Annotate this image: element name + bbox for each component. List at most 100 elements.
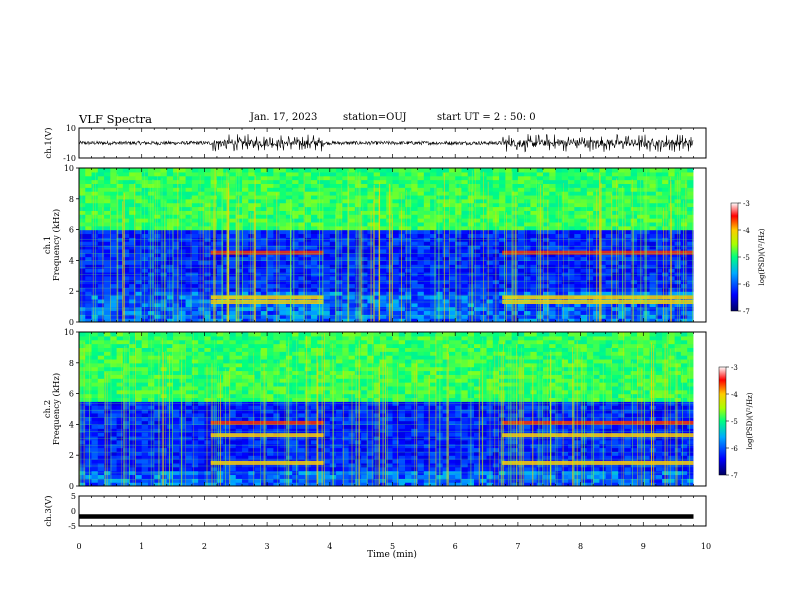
ch1-cell: [116, 310, 124, 315]
ch1-cell: [417, 268, 425, 273]
ch1-cell: [392, 241, 400, 246]
ch1-cell: [461, 229, 469, 235]
ch1-cell: [179, 229, 187, 235]
ch1-cell: [467, 218, 475, 223]
ch1-cell: [517, 310, 525, 315]
ch1-cell: [166, 183, 174, 188]
ch1-cell: [204, 298, 212, 304]
ch1-cell: [329, 175, 337, 181]
ch1-cell: [242, 175, 249, 181]
ch1-cell: [574, 318, 582, 322]
ch1-cell: [248, 268, 256, 273]
ch1-cell: [79, 214, 86, 219]
ch2-cell: [110, 466, 118, 472]
ch2-cell: [160, 478, 168, 483]
ch2-cell: [141, 343, 149, 348]
ch1-cell: [110, 206, 118, 211]
ch1-cell: [85, 194, 93, 200]
ch2-cell: [110, 343, 118, 348]
ch1-cell: [348, 268, 356, 273]
ch1-cell: [568, 287, 575, 292]
ch1-cell: [91, 214, 99, 219]
ch1-cell: [637, 168, 644, 173]
ch1-cell: [411, 295, 419, 300]
ch1-cell: [405, 252, 412, 258]
ch1-cell: [342, 252, 350, 258]
ch1-cell: [179, 179, 187, 184]
ch1-cell: [104, 287, 111, 292]
ch1-cell: [605, 264, 613, 269]
ch1-waveform: [79, 133, 694, 153]
ch1-cell: [505, 245, 513, 250]
ch1-cell: [304, 210, 312, 215]
ch2-cell: [160, 474, 168, 479]
ch1-cell: [398, 302, 406, 308]
ch1-cell: [417, 310, 425, 315]
ch1-cell: [97, 210, 105, 215]
ch1-cell: [141, 260, 149, 265]
ch1-cell: [687, 183, 695, 188]
ch1-cell: [448, 291, 456, 296]
ch1-cell: [505, 268, 513, 273]
ch1-cell: [97, 279, 105, 285]
ch1-cell: [618, 233, 626, 238]
ch1-cell: [549, 218, 557, 223]
ch2-cell: [185, 397, 193, 402]
ch2-cell: [104, 351, 111, 356]
ch1-cell: [662, 302, 669, 308]
ch1-cell: [292, 206, 300, 211]
ch1-cell: [116, 264, 124, 269]
ch1-cell: [317, 245, 325, 250]
ch1-cell: [116, 256, 124, 261]
ch1-cell: [674, 252, 682, 258]
ch1-cell: [141, 283, 149, 288]
ch1-cell: [122, 183, 130, 188]
ch2-cell: [204, 466, 212, 472]
ch1-cell: [467, 229, 475, 235]
ch2-cell: [198, 382, 205, 387]
ch1-cell: [411, 218, 419, 223]
ch1-cell: [160, 310, 168, 315]
ch1-cell: [530, 314, 538, 319]
ch1-cell: [91, 279, 99, 285]
ch2-cell: [141, 347, 149, 352]
ch1-cell: [580, 214, 588, 219]
ch2-cell: [116, 374, 124, 379]
ch1-cell: [599, 318, 607, 322]
ch2-cell: [154, 466, 162, 472]
ch1-cell: [110, 221, 118, 227]
ch1-cell: [586, 256, 594, 261]
ch2-cell: [160, 466, 168, 472]
ch2-cell: [191, 428, 199, 433]
ch1-cell: [323, 202, 331, 208]
ch1-cell: [317, 264, 325, 269]
ch1-cell: [317, 279, 325, 285]
ch2-cell: [185, 428, 193, 433]
ch1-cell: [618, 318, 626, 322]
ch1-cell: [611, 291, 619, 296]
ch1-cell: [630, 194, 638, 200]
ch1-cell: [348, 248, 356, 254]
ch1-cell: [649, 287, 657, 292]
ch1-cell: [448, 218, 456, 223]
ch1-cell: [204, 275, 212, 281]
ch1-cell: [405, 256, 412, 261]
ch1-cell: [122, 298, 130, 304]
ch1-cell: [254, 264, 262, 269]
ch1-cell: [668, 194, 676, 200]
ch2-cell: [191, 347, 199, 352]
ch1-cell: [486, 191, 494, 196]
ch1-cell: [229, 202, 237, 208]
ch1-cell: [474, 191, 481, 196]
ch2-cell: [141, 416, 149, 422]
ch1-cell: [342, 218, 350, 223]
ch1-cell: [122, 264, 130, 269]
ch2-cell: [154, 439, 162, 445]
ch1-cell: [373, 233, 381, 238]
ch1-cell: [191, 275, 199, 281]
ch2-cell: [198, 478, 205, 483]
ch1-cell: [204, 256, 212, 261]
ch1-cell: [398, 187, 406, 192]
ch2-cell: [191, 474, 199, 479]
ch1-cell: [254, 198, 262, 204]
